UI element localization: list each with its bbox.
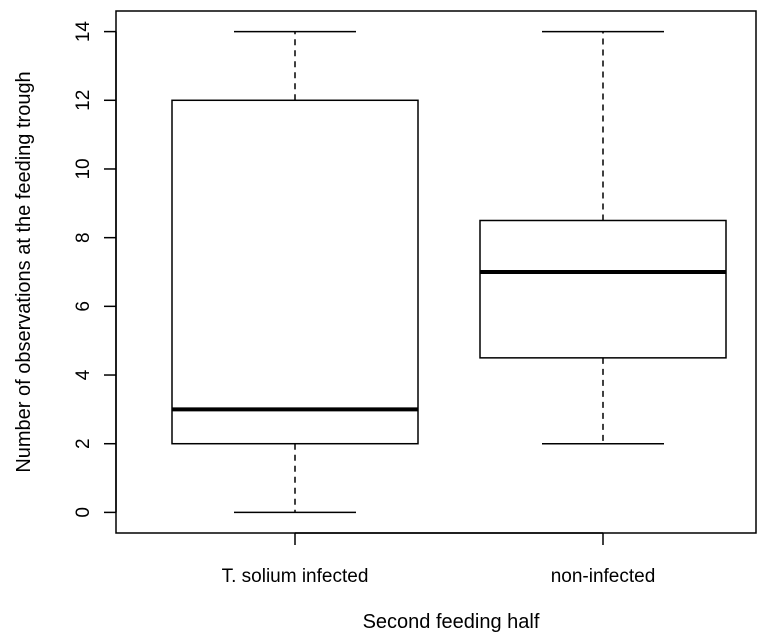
boxes — [171, 30, 727, 514]
y-tick-label: 10 — [73, 158, 94, 179]
y-axis-title: Number of observations at the feeding tr… — [13, 71, 35, 472]
y-axis: 0 2 4 6 8 10 12 14 — [73, 21, 117, 518]
box-group — [171, 30, 419, 514]
iqr-box — [171, 99, 419, 445]
iqr-box — [479, 219, 727, 359]
y-tick-label: 14 — [73, 21, 94, 43]
x-axis: T. solium infected non-infected — [222, 532, 656, 587]
y-tick-label: 6 — [73, 301, 94, 312]
box-group — [479, 30, 727, 445]
y-tick-label: 12 — [73, 90, 94, 111]
y-tick-label: 4 — [73, 369, 94, 380]
y-tick-label: 8 — [73, 232, 94, 243]
y-tick-label: 0 — [73, 507, 94, 518]
x-tick-label: T. solium infected — [222, 566, 369, 587]
y-tick-label: 2 — [73, 438, 94, 449]
x-axis-title: Second feeding half — [363, 611, 540, 633]
x-tick-label: non-infected — [551, 566, 656, 587]
